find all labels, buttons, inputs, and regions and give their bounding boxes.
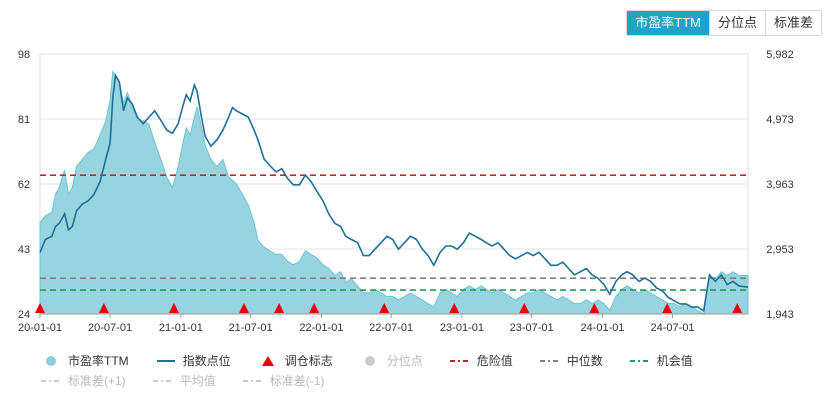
legend-item[interactable]: 分位点 [359, 352, 423, 369]
rebalance-marker [449, 303, 460, 313]
legend-symbol-icon [261, 355, 274, 366]
legend-item[interactable]: 平均值 [152, 372, 216, 389]
legend-label: 调仓标志 [284, 354, 333, 368]
rebalance-marker [168, 303, 179, 313]
rebalance-marker [274, 303, 285, 313]
index-points-line [39, 72, 749, 313]
x-tick-label: 21-01-01 [159, 322, 203, 334]
rebalance-marker [239, 303, 250, 313]
legend-item[interactable]: 指数点位 [155, 352, 231, 369]
x-tick-label: 24-07-01 [651, 322, 695, 334]
tab-pe-ttm[interactable]: 市盈率TTM [627, 11, 709, 35]
tab-std-dev[interactable]: 标准差 [764, 11, 821, 35]
pe-chart: 98 5,982 81 4,973 62 3,963 43 2,953 24 1,943 20-01… [18, 49, 794, 334]
legend-item[interactable]: 调仓标志 [257, 352, 333, 369]
y-right-tick-label: 1,943 [766, 309, 794, 321]
rebalance-marker [309, 303, 320, 313]
y-left-tick-label: 98 [18, 49, 30, 61]
rebalance-marker [589, 303, 600, 313]
legend-symbol-icon [156, 359, 175, 362]
rebalance-marker [519, 303, 530, 313]
rebalance-marker [662, 303, 673, 313]
y-right-tick-label: 2,953 [766, 244, 794, 256]
legend-label: 市盈率TTM [68, 354, 129, 368]
legend-symbol-icon [242, 379, 263, 382]
legend-label: 机会值 [656, 354, 693, 368]
metric-tabs: 市盈率TTM 分位点 标准差 [626, 10, 822, 36]
tab-percentile[interactable]: 分位点 [708, 11, 765, 35]
legend-symbol-icon [364, 355, 375, 366]
legend-label: 平均值 [179, 374, 216, 388]
x-tick-label: 21-07-01 [229, 322, 273, 334]
y-left-tick-label: 43 [18, 244, 30, 256]
legend-item[interactable]: 中位数 [539, 352, 603, 369]
legend-item[interactable]: 标准差(+1) [40, 372, 126, 389]
legend-label: 危险值 [476, 354, 513, 368]
legend-label: 标准差(-1) [269, 374, 325, 388]
legend-label: 指数点位 [182, 354, 231, 368]
y-left-tick-label: 24 [18, 309, 30, 321]
x-tick-label: 23-07-01 [510, 322, 554, 334]
x-tick-label: 24-01-01 [580, 322, 624, 334]
x-tick-label: 22-01-01 [299, 322, 343, 334]
legend-row-2: 标准差(+1) 平均值 标准差(-1) [40, 372, 350, 389]
x-tick-label: 20-01-01 [18, 322, 62, 334]
x-tick-label: 23-01-01 [440, 322, 484, 334]
legend-symbol-icon [629, 359, 650, 362]
legend-item[interactable]: 危险值 [449, 352, 513, 369]
legend-row-1: 市盈率TTM 指数点位 调仓标志 分位点 危险值 中位数 机会值 [40, 352, 719, 369]
legend-label: 中位数 [566, 354, 603, 368]
rebalance-marker [379, 303, 390, 313]
x-tick-label: 22-07-01 [369, 322, 413, 334]
legend-item[interactable]: 机会值 [629, 352, 693, 369]
legend-symbol-icon [449, 359, 470, 362]
y-left-tick-label: 81 [18, 114, 30, 126]
legend-item[interactable]: 市盈率TTM [40, 352, 129, 369]
x-tick-label: 20-07-01 [88, 322, 132, 334]
legend-symbol-icon [152, 379, 173, 382]
y-right-tick-label: 4,973 [766, 114, 794, 126]
rebalance-marker [98, 303, 109, 313]
legend-symbol-icon [41, 379, 61, 382]
y-right-tick-label: 5,982 [766, 49, 794, 61]
rebalance-marker [732, 303, 743, 313]
legend-label: 标准差(+1) [68, 374, 126, 388]
rebalance-marker [35, 303, 45, 313]
legend-symbol-icon [46, 355, 56, 366]
legend-symbol-icon [539, 359, 560, 362]
legend-item[interactable]: 标准差(-1) [242, 372, 325, 389]
y-right-tick-label: 3,963 [766, 179, 794, 191]
legend-label: 分位点 [386, 354, 423, 368]
y-left-tick-label: 62 [18, 179, 30, 191]
